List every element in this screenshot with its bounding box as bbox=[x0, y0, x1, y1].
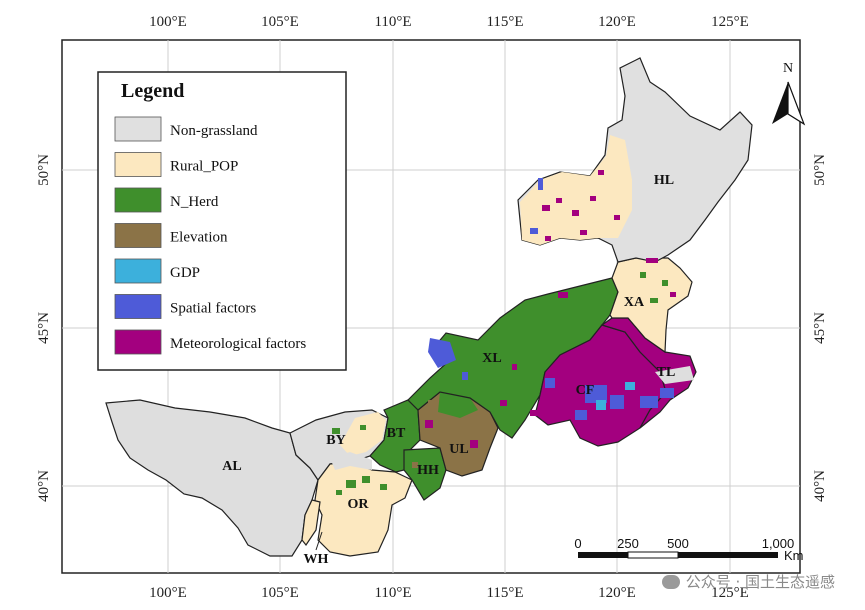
lon-label-125: 125°E bbox=[711, 14, 749, 30]
legend: Legend Non-grassland Rural_POP N_Herd Eleva… bbox=[97, 71, 347, 371]
label-cf: CF bbox=[576, 383, 595, 398]
legend-label-5: Spatial factors bbox=[170, 301, 256, 317]
region-ul-green bbox=[438, 392, 478, 418]
lat-labels-left: 50°N 45°N 40°N bbox=[36, 154, 52, 502]
scale-tick-1000: 1,000 bbox=[762, 536, 795, 551]
lon-label-105-bottom: 105°E bbox=[261, 585, 299, 601]
legend-label-0: Non-grassland bbox=[170, 123, 258, 139]
lon-labels-bottom: 100°E 105°E 110°E 115°E 120°E 125°E bbox=[149, 585, 749, 601]
label-al: AL bbox=[222, 459, 241, 474]
legend-label-1: Rural_POP bbox=[170, 159, 238, 175]
scale-bar: 0 250 500 1,000 Km bbox=[574, 536, 803, 563]
north-arrow-icon: N bbox=[772, 61, 806, 126]
lon-label-120: 120°E bbox=[598, 14, 636, 30]
lat-labels-right: 50°N 45°N 40°N bbox=[812, 154, 828, 502]
scale-tick-250: 250 bbox=[617, 536, 639, 551]
legend-label-6: Meteorological factors bbox=[170, 336, 306, 352]
legend-swatch-1 bbox=[114, 152, 162, 177]
legend-swatch-3 bbox=[114, 223, 162, 248]
legend-swatch-4 bbox=[114, 258, 162, 284]
lon-label-100-bottom: 100°E bbox=[149, 585, 187, 601]
label-tl: TL bbox=[657, 365, 676, 380]
label-hl: HL bbox=[654, 173, 674, 188]
lat-label-45: 45°N bbox=[36, 312, 52, 344]
legend-swatch-2 bbox=[114, 187, 162, 213]
lon-label-120-bottom: 120°E bbox=[598, 585, 636, 601]
legend-items: Non-grassland Rural_POP N_Herd Elevation GDP… bbox=[114, 116, 306, 355]
wh-leader-line bbox=[315, 531, 323, 551]
lon-label-105: 105°E bbox=[261, 14, 299, 30]
map-patches bbox=[332, 170, 676, 495]
scale-tick-0: 0 bbox=[574, 536, 581, 551]
watermark-text: 公众号 · 国土生态遥感 bbox=[685, 573, 835, 591]
label-ul: UL bbox=[449, 442, 468, 457]
legend-title: Legend bbox=[121, 80, 184, 102]
north-label: N bbox=[783, 61, 793, 76]
label-bt: BT bbox=[387, 426, 406, 441]
region-xl-spatial bbox=[428, 338, 456, 368]
label-wh: WH bbox=[304, 552, 329, 567]
regions bbox=[105, 57, 753, 557]
legend-swatch-0 bbox=[114, 116, 162, 142]
label-or: OR bbox=[348, 497, 370, 512]
label-by: BY bbox=[326, 433, 345, 448]
scale-tick-500: 500 bbox=[667, 536, 689, 551]
label-xa: XA bbox=[624, 295, 645, 310]
label-hh: HH bbox=[417, 463, 439, 478]
legend-swatch-6 bbox=[114, 329, 162, 355]
legend-label-2: N_Herd bbox=[170, 194, 219, 210]
lat-label-45-right: 45°N bbox=[812, 312, 828, 344]
lon-labels-top: 100°E 105°E 110°E 115°E 120°E 125°E bbox=[149, 14, 749, 30]
lat-label-50-right: 50°N bbox=[812, 154, 828, 186]
lat-label-50: 50°N bbox=[36, 154, 52, 186]
lon-label-110: 110°E bbox=[374, 14, 411, 30]
region-or-grey bbox=[330, 452, 372, 470]
scale-seg-2 bbox=[627, 551, 679, 559]
lat-label-40-right: 40°N bbox=[812, 470, 828, 502]
lon-label-125-bottom: 125°E bbox=[711, 585, 749, 601]
scale-seg-1 bbox=[578, 552, 628, 558]
watermark: 公众号 · 国土生态遥感 bbox=[661, 571, 835, 592]
region-hl-pop bbox=[520, 135, 632, 245]
lon-label-115: 115°E bbox=[486, 14, 523, 30]
lon-label-110-bottom: 110°E bbox=[374, 585, 411, 601]
scale-unit: Km bbox=[784, 548, 804, 563]
lon-label-100: 100°E bbox=[149, 14, 187, 30]
region-wh bbox=[301, 499, 321, 547]
label-xl: XL bbox=[482, 351, 501, 366]
region-xl bbox=[407, 277, 619, 439]
region-al bbox=[105, 399, 319, 557]
region-by-pop bbox=[340, 412, 386, 456]
lat-label-40: 40°N bbox=[36, 470, 52, 502]
region-labels: HL XA XL TL CF BY BT UL HH AL OR WH bbox=[222, 173, 675, 567]
region-tl-grey bbox=[655, 366, 694, 384]
legend-label-4: GDP bbox=[170, 265, 200, 281]
wechat-icon bbox=[661, 574, 680, 589]
legend-label-3: Elevation bbox=[170, 230, 228, 246]
scale-seg-3 bbox=[678, 552, 778, 558]
legend-swatch-5 bbox=[114, 294, 162, 319]
lon-label-115-bottom: 115°E bbox=[486, 585, 523, 601]
